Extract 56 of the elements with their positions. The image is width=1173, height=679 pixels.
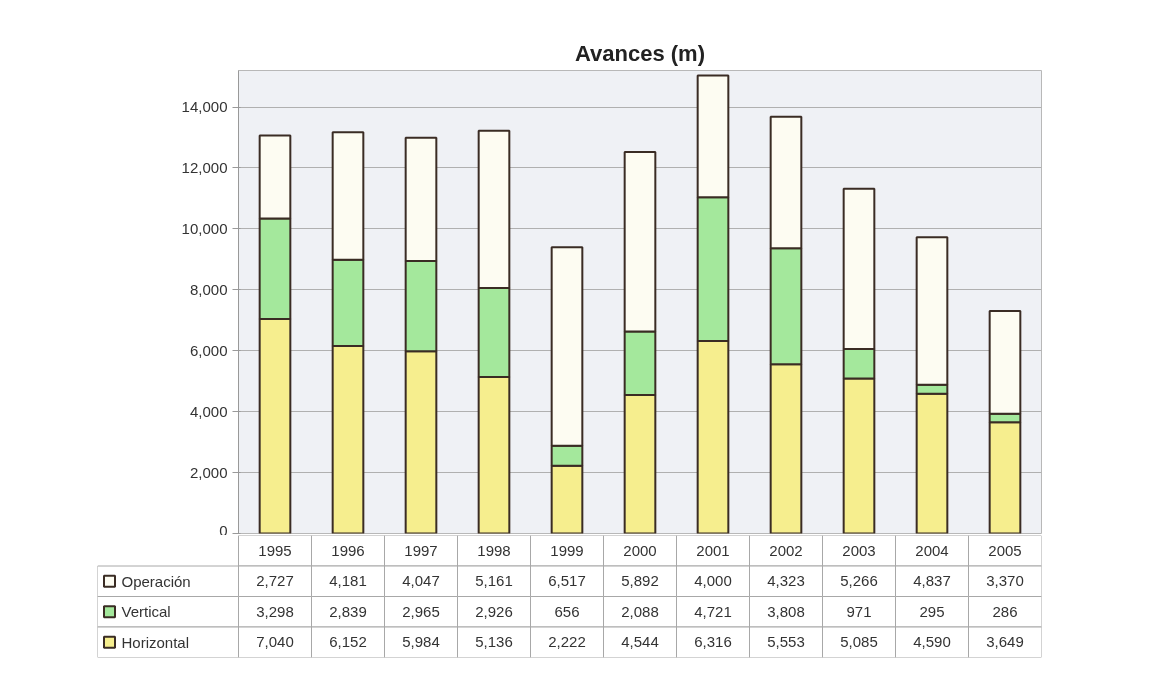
data-label: 656 — [554, 602, 580, 620]
data-label: 3,808 — [767, 602, 805, 620]
data-label: 3,298 — [256, 602, 294, 620]
y-tick-label: 6,000 — [189, 341, 228, 359]
data-label: 5,136 — [475, 633, 513, 651]
legend-label: Horizontal — [121, 633, 190, 651]
x-tick-label: 2002 — [769, 541, 803, 559]
data-label: 4,590 — [913, 633, 951, 651]
x-tick-label: 2003 — [842, 541, 876, 559]
data-label: 2,926 — [475, 602, 513, 620]
data-label: 5,161 — [475, 572, 513, 590]
x-tick-label: 1996 — [331, 541, 365, 559]
data-label: 4,323 — [767, 572, 805, 590]
data-label: 6,316 — [694, 633, 732, 651]
data-label: 4,837 — [913, 572, 951, 590]
x-tick-label: 2001 — [696, 541, 730, 559]
y-tick-label: 10,000 — [181, 219, 228, 237]
y-tick-label: 14,000 — [181, 98, 228, 116]
data-label: 2,222 — [548, 633, 586, 651]
data-label: 286 — [992, 602, 1018, 620]
data-label: 7,040 — [256, 633, 294, 651]
legend-label: Vertical — [121, 603, 171, 621]
data-label: 971 — [846, 602, 872, 620]
y-tick-label: 12,000 — [181, 158, 228, 176]
x-tick-label: 2004 — [915, 541, 949, 559]
y-tick-label: 0 — [219, 521, 228, 539]
data-label: 5,266 — [840, 572, 878, 590]
data-label: 295 — [919, 602, 945, 620]
x-tick-label: 2000 — [623, 541, 657, 559]
data-label: 5,984 — [402, 633, 440, 651]
x-tick-label: 1997 — [404, 541, 438, 559]
data-label: 3,649 — [986, 633, 1024, 651]
chart-title: Avances (m) — [574, 40, 706, 66]
x-tick-label: 1995 — [258, 541, 292, 559]
data-label: 4,721 — [694, 602, 732, 620]
y-tick-label: 2,000 — [189, 463, 228, 481]
data-label: 4,000 — [694, 572, 732, 590]
data-label: 5,085 — [840, 633, 878, 651]
x-tick-label: 1998 — [477, 541, 511, 559]
x-tick-label: 1999 — [550, 541, 584, 559]
data-label: 3,370 — [986, 572, 1024, 590]
data-label: 2,839 — [329, 602, 367, 620]
x-tick-label: 2005 — [988, 541, 1022, 559]
legend-label: Operación — [121, 572, 191, 590]
y-tick-label: 8,000 — [189, 280, 228, 298]
data-label: 2,965 — [402, 602, 440, 620]
data-label: 5,553 — [767, 633, 805, 651]
data-label: 6,152 — [329, 633, 367, 651]
data-label: 4,181 — [329, 572, 367, 590]
data-label: 4,544 — [621, 633, 659, 651]
data-label: 4,047 — [402, 572, 440, 590]
data-label: 5,892 — [621, 572, 659, 590]
data-label: 6,517 — [548, 572, 586, 590]
y-tick-label: 4,000 — [189, 402, 228, 420]
data-label: 2,727 — [256, 572, 294, 590]
data-label: 2,088 — [621, 602, 659, 620]
